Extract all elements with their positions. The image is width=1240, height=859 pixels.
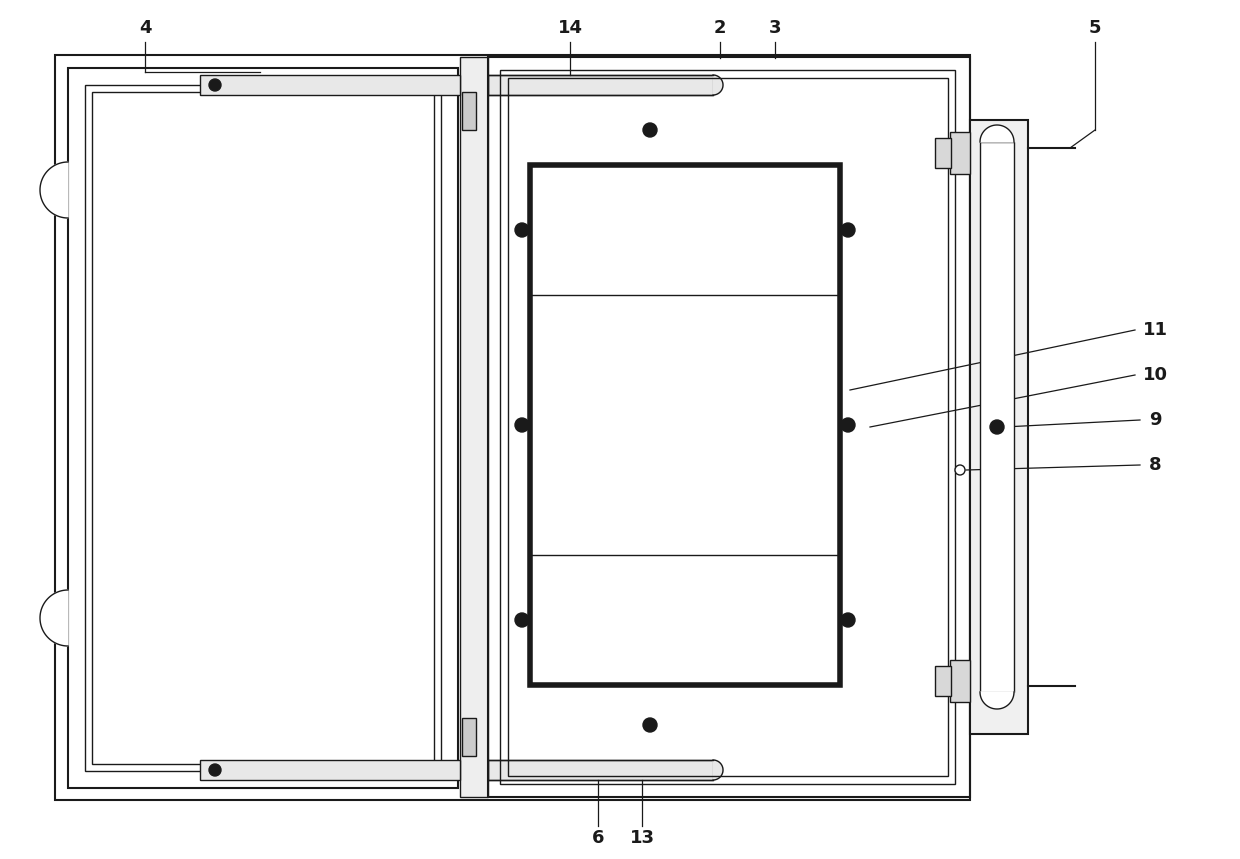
Bar	[529, 165, 839, 685]
Bar	[200, 760, 460, 780]
Bar	[68, 68, 458, 788]
Bar	[508, 78, 949, 776]
Bar	[950, 660, 970, 702]
Circle shape	[210, 764, 221, 776]
Text: 8: 8	[1148, 456, 1162, 474]
Bar	[92, 92, 434, 764]
Bar	[489, 760, 713, 780]
Bar	[86, 85, 441, 771]
Polygon shape	[40, 162, 68, 218]
Bar	[200, 75, 460, 95]
Circle shape	[515, 418, 529, 432]
Polygon shape	[40, 590, 68, 646]
Bar	[935, 138, 951, 168]
Text: 5: 5	[1089, 19, 1101, 37]
Bar	[463, 92, 476, 130]
Polygon shape	[713, 75, 723, 95]
Bar	[980, 142, 1014, 692]
Circle shape	[841, 418, 856, 432]
Bar	[463, 718, 476, 756]
Bar	[92, 92, 434, 764]
Circle shape	[515, 223, 529, 237]
Circle shape	[841, 613, 856, 627]
Text: 13: 13	[630, 829, 655, 847]
Bar	[950, 132, 970, 174]
Text: 3: 3	[769, 19, 781, 37]
Circle shape	[644, 123, 657, 137]
Text: 14: 14	[558, 19, 583, 37]
Polygon shape	[980, 692, 1014, 709]
Bar	[489, 57, 970, 797]
Circle shape	[210, 79, 221, 91]
Text: 6: 6	[591, 829, 604, 847]
Circle shape	[990, 420, 1004, 434]
Text: 10: 10	[1142, 366, 1168, 384]
Circle shape	[644, 718, 657, 732]
Text: 11: 11	[1142, 321, 1168, 339]
Circle shape	[955, 465, 965, 475]
Text: 2: 2	[714, 19, 727, 37]
Bar	[55, 55, 970, 800]
Bar	[935, 666, 951, 696]
Polygon shape	[980, 125, 1014, 142]
Bar	[500, 70, 955, 784]
Text: 9: 9	[1148, 411, 1161, 429]
Bar	[460, 57, 489, 797]
Text: 4: 4	[139, 19, 151, 37]
Bar	[489, 75, 713, 95]
Bar	[970, 120, 1028, 734]
Circle shape	[515, 613, 529, 627]
Polygon shape	[713, 760, 723, 780]
Circle shape	[841, 223, 856, 237]
